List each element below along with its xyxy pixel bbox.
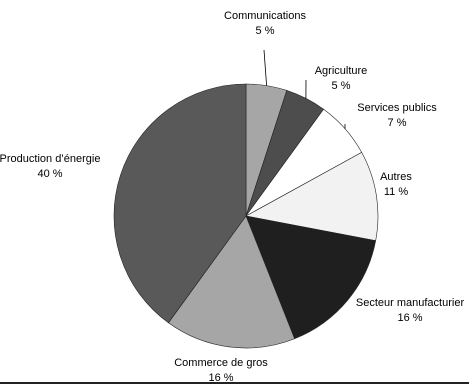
slice-value-label-6: 16 % [208,372,233,384]
slice-label-3: Services publics [357,102,437,114]
slice-label-7: Production d’énergie [0,153,100,165]
pie-slice-5 [245,215,377,340]
pie-slice-4 [245,152,379,242]
slice-labels: Communications 5 % Agriculture 5 % Services … [0,10,464,384]
slice-label-1: Communications [224,10,306,22]
slice-value-label-3: 7 % [388,117,407,129]
leader-line-1 [263,49,267,86]
pie-slices [113,83,379,349]
slice-value-label-5: 16 % [397,312,422,324]
slice-value-label-1: 5 % [256,25,275,37]
pie-slice-7 [113,83,247,324]
slice-label-4: Autres [380,171,412,183]
pie-slice-6 [167,215,295,349]
bottom-divider [0,382,469,384]
slice-label-5: Secteur manufacturier [356,297,465,309]
slice-label-6: Commerce de gros [174,357,268,369]
slice-value-label-4: 11 % [384,186,408,198]
leader-lines [263,49,346,129]
slice-value-label-2: 5 % [332,80,351,92]
slice-label-2: Agriculture [315,65,368,77]
slice-value-label-7: 40 % [37,168,62,180]
